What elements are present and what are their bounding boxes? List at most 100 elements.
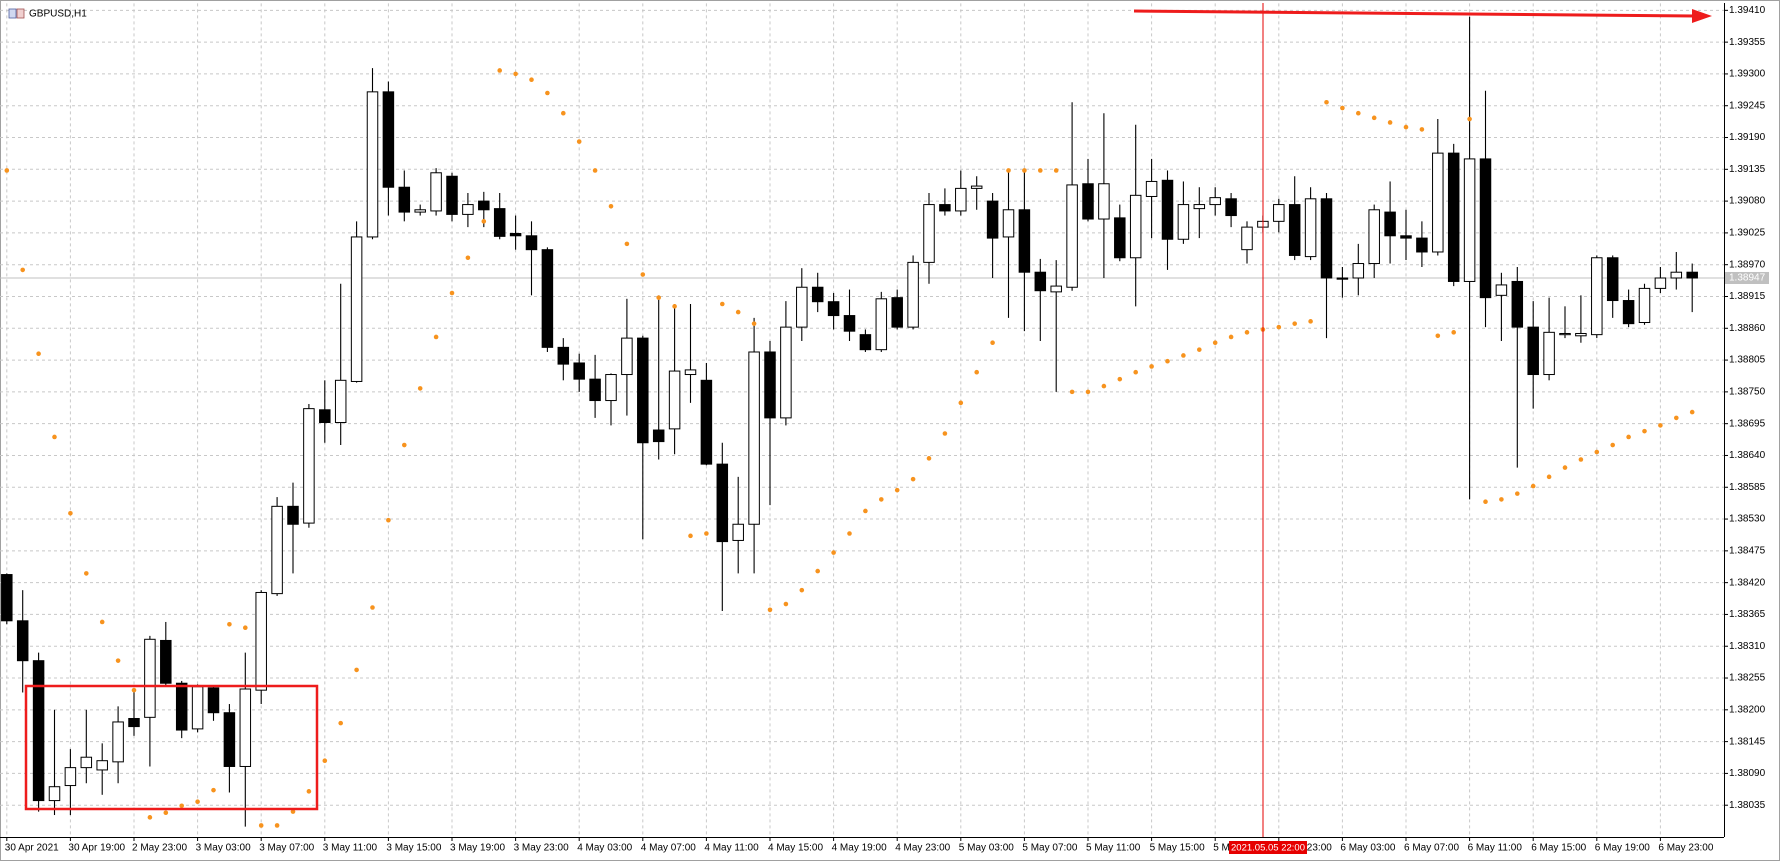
y-tick-label: 1.38255 [1729, 673, 1766, 684]
candle-body [621, 337, 633, 376]
candle-body [525, 235, 538, 251]
sar-dot [20, 267, 26, 273]
candle-body [668, 370, 681, 430]
sar-dot [1530, 483, 1536, 489]
sar-dot [1053, 168, 1059, 173]
x-tick-label: 6 May 03:00 [1340, 843, 1395, 854]
candle-body [1066, 184, 1078, 288]
sar-dot [258, 823, 264, 828]
x-tick-label: 6 May 23:00 [1658, 843, 1713, 854]
candle-body [811, 286, 824, 303]
sar-dot [227, 621, 232, 627]
sar-dot [290, 809, 296, 814]
sar-dot [1658, 423, 1663, 428]
sar-dot [783, 601, 789, 607]
x-tick-label: 3 May 07:00 [259, 843, 314, 854]
candle-body [843, 315, 856, 332]
sar-dot [99, 619, 105, 625]
arrow-head [1692, 9, 1712, 23]
candle-body [223, 712, 236, 767]
y-tick-label: 1.38695 [1729, 418, 1766, 429]
sar-dot [131, 687, 137, 693]
sar-dot [942, 431, 948, 436]
sar-dot [163, 810, 169, 816]
candle-body [939, 204, 951, 212]
candle-body [716, 463, 729, 543]
y-tick-label: 1.39245 [1729, 100, 1766, 111]
sar-dot [1244, 330, 1250, 335]
candle-body [573, 362, 585, 380]
candle-body [1209, 197, 1221, 206]
sar-dot [1546, 474, 1552, 480]
sar-dot [1212, 340, 1218, 346]
crosshair-label: 2021.05.05 22:00 [1231, 843, 1305, 854]
sar-dot [704, 531, 709, 536]
candle-body [875, 298, 888, 351]
candle-body [1591, 257, 1603, 336]
sar-dot [1228, 334, 1234, 340]
sar-dot [322, 758, 328, 763]
sar-dot [1292, 321, 1297, 326]
x-tick-label: 4 May 23:00 [895, 843, 950, 854]
sar-dot [481, 219, 487, 224]
candle-body [1638, 287, 1651, 324]
sar-dot [879, 497, 884, 502]
candle-body [1114, 217, 1126, 259]
sar-dot [863, 508, 868, 514]
candle-body [1527, 326, 1539, 376]
sar-dot [1578, 457, 1584, 462]
candle-body [1543, 331, 1555, 376]
candle-body [16, 620, 29, 662]
x-tick-label: 2 May 23:00 [132, 843, 187, 854]
candle-body [96, 760, 108, 771]
sar-dot [1515, 491, 1520, 496]
sar-dot [1181, 353, 1186, 358]
sar-dot [1483, 499, 1488, 505]
sar-dot [52, 434, 57, 440]
x-tick-label: 5 May 03:00 [959, 843, 1014, 854]
sar-dot [386, 517, 391, 523]
y-tick-label: 1.38475 [1729, 545, 1766, 556]
sar-dot [1689, 409, 1695, 415]
sar-dot [1276, 324, 1282, 330]
candle-body [652, 429, 665, 443]
candle-body [1463, 158, 1476, 282]
sar-dot [1594, 449, 1600, 455]
y-tick-label: 1.38145 [1729, 736, 1766, 747]
sar-dot [36, 351, 41, 357]
sar-dot [274, 823, 280, 828]
y-tick-label: 1.38420 [1729, 577, 1766, 588]
candle-body [271, 505, 283, 595]
candle-body [382, 91, 395, 188]
candle-body [32, 660, 45, 802]
sar-dot [1069, 389, 1075, 395]
candle-body [891, 297, 903, 328]
x-tick-label: 30 Apr 19:00 [68, 843, 125, 854]
sar-dot [370, 605, 375, 610]
y-tick-label: 1.38915 [1729, 291, 1766, 302]
sar-dot [545, 90, 550, 96]
candle-body [1145, 180, 1158, 197]
y-tick-label: 1.39135 [1729, 164, 1766, 175]
sar-dot [847, 531, 852, 536]
candle-body [493, 208, 506, 237]
sar-dot [831, 550, 836, 555]
candle-body [970, 185, 983, 189]
y-tick-label: 1.38860 [1729, 323, 1766, 334]
candle-body [1304, 198, 1317, 258]
candle-body [907, 261, 919, 328]
highlight-box [24, 684, 319, 811]
sar-dot [735, 309, 741, 315]
candle-body [1432, 152, 1444, 253]
candle-body [1384, 211, 1396, 237]
sar-dot [1626, 434, 1631, 440]
candle-body [255, 591, 267, 691]
sar-dot [402, 442, 407, 448]
sar-dot [497, 68, 503, 73]
candle-body [1034, 271, 1047, 292]
sar-dot [68, 510, 73, 516]
y-tick-label: 1.39300 [1729, 69, 1766, 80]
candle-body [1018, 209, 1031, 273]
